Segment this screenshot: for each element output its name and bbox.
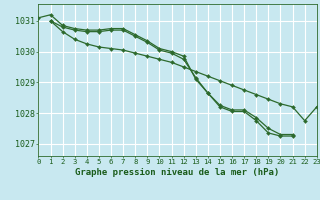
X-axis label: Graphe pression niveau de la mer (hPa): Graphe pression niveau de la mer (hPa) xyxy=(76,168,280,177)
